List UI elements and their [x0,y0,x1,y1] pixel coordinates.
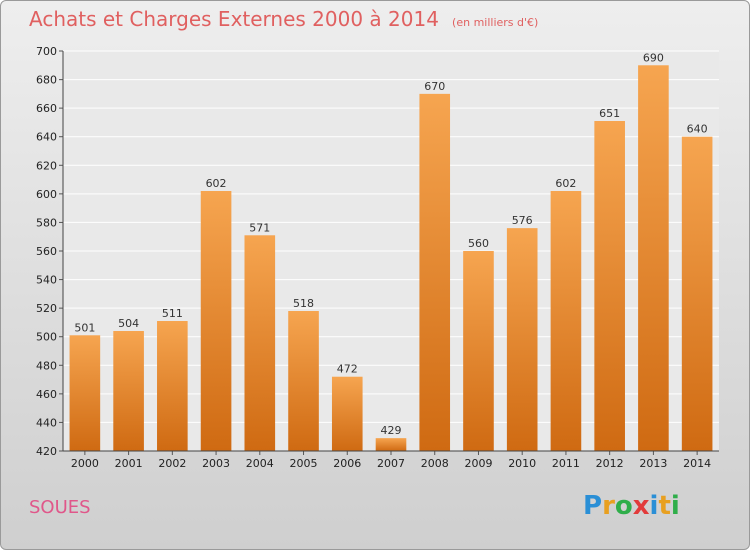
data-label: 602 [555,177,576,190]
axes: 420 440 460 480 500 520 540 560 580 600 620 640 660 6… [36,45,719,470]
bar [69,335,101,451]
y-tick-label: 560 [36,245,57,258]
data-label: 651 [599,107,620,120]
y-tick-label: 640 [36,131,57,144]
y-tick-label: 680 [36,74,57,87]
data-label: 472 [337,363,358,376]
bar [331,376,363,451]
x-tick-label: 2012 [596,457,624,470]
logo-letter: P [583,491,603,521]
y-tick-label: 480 [36,359,57,372]
y-tick-label: 600 [36,188,57,201]
data-label: 670 [424,80,445,93]
data-label: 690 [643,51,664,64]
bar [550,191,582,451]
bar [419,93,451,451]
x-tick-label: 2008 [421,457,449,470]
x-tick-label: 2000 [71,457,99,470]
bar [506,228,538,451]
y-tick-label: 460 [36,388,57,401]
y-tick-label: 580 [36,216,57,229]
y-tick-label: 520 [36,302,57,315]
logo-letter: i [670,491,680,521]
bar [113,331,144,451]
y-tick-label: 440 [36,416,57,429]
logo-letter: x [632,491,650,521]
x-tick-label: 2013 [639,457,667,470]
data-label: 511 [162,307,183,320]
x-tick-label: 2004 [246,457,274,470]
x-tick-label: 2001 [115,457,143,470]
logo-letter: r [602,491,615,521]
logo-letter: t [658,491,671,521]
place-name: SOUES [29,497,91,518]
x-tick-label: 2006 [333,457,361,470]
x-tick-label: 2011 [552,457,580,470]
x-tick-label: 2009 [464,457,492,470]
x-tick-label: 2005 [290,457,318,470]
proxiti-logo[interactable]: Proxiti [583,491,680,521]
logo-letter: o [614,491,633,521]
data-label: 518 [293,297,314,310]
data-label: 571 [249,221,270,234]
x-tick-label: 2007 [377,457,405,470]
data-label: 560 [468,237,489,250]
y-tick-label: 540 [36,274,57,287]
bar [200,191,232,451]
bar [244,235,276,451]
bar [638,65,669,452]
data-label: 602 [206,177,227,190]
logo-letter: i [649,491,659,521]
bar [288,311,319,451]
data-label: 504 [118,317,139,330]
data-label: 501 [74,321,95,334]
y-tick-label: 660 [36,102,57,115]
y-tick-label: 420 [36,445,57,458]
title-block: Achats et Charges Externes 2000 à 2014 (… [29,7,538,31]
x-tick-label: 2003 [202,457,230,470]
chart-title: Achats et Charges Externes 2000 à 2014 [29,7,439,31]
data-label: 640 [687,123,708,136]
bar [594,121,625,451]
bars: 501 504 511 602 571 518 472 429 670 560 576 602 651 6… [69,51,713,452]
bar [375,438,407,451]
x-tick-label: 2014 [683,457,711,470]
bar [681,136,713,451]
data-label: 576 [512,214,533,227]
x-tick-label: 2002 [158,457,186,470]
chart-subtitle: (en milliers d'€) [452,16,539,29]
bar [157,321,188,451]
x-tick-label: 2010 [508,457,536,470]
y-tick-label: 500 [36,331,57,344]
y-tick-label: 700 [36,45,57,58]
data-label: 429 [381,424,402,437]
bar [463,251,494,451]
y-tick-label: 620 [36,159,57,172]
